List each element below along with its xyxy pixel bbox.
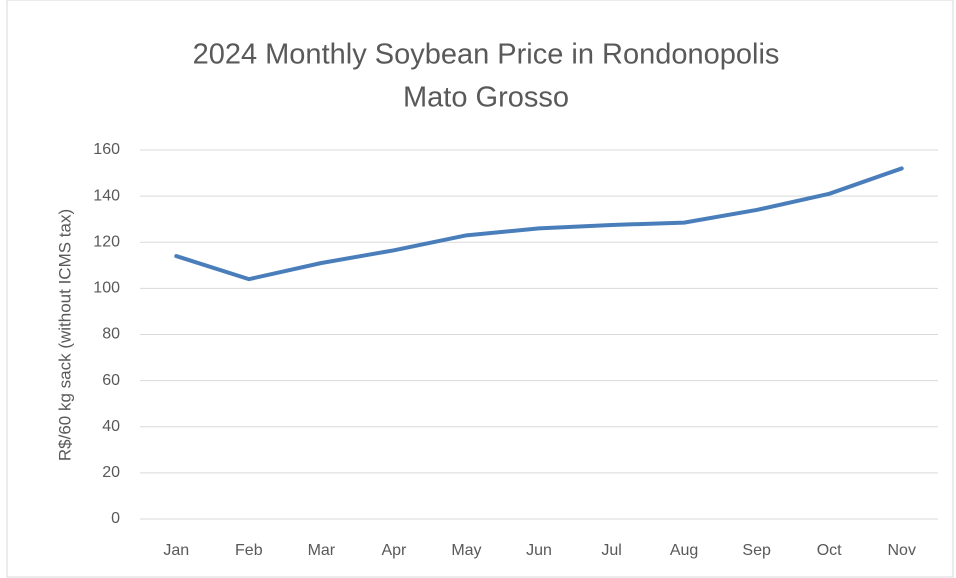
chart-title: 2024 Monthly Soybean Price in Rondonopol…: [193, 39, 780, 71]
x-tick-label: May: [451, 542, 481, 559]
x-tick-label: Jun: [526, 542, 552, 559]
x-tick-label: Nov: [888, 542, 916, 559]
x-tick-label: Mar: [308, 542, 336, 559]
data-line: [174, 166, 904, 282]
x-tick-label: Sep: [742, 542, 771, 559]
y-tick-label: 80: [102, 326, 120, 343]
y-tick-label: 60: [102, 372, 120, 389]
y-tick-label: 160: [93, 141, 120, 158]
x-tick-label: Oct: [817, 542, 842, 559]
y-tick-label: 100: [93, 280, 120, 297]
x-tick-label: Apr: [381, 542, 407, 559]
y-tick-label: 0: [111, 510, 120, 527]
x-tick-label: Aug: [670, 542, 698, 559]
x-tick-label: Feb: [235, 542, 263, 559]
x-tick-label: Jan: [163, 542, 189, 559]
y-tick-label: 120: [93, 233, 120, 250]
y-tick-label: 140: [93, 187, 120, 204]
chart-title: Mato Grosso: [403, 82, 569, 114]
y-axis-title: R$/60 kg sack (without ICMS tax): [55, 209, 74, 461]
x-tick-label: Jul: [601, 542, 621, 559]
y-tick-label: 20: [102, 464, 120, 481]
y-tick-label: 40: [102, 418, 120, 435]
